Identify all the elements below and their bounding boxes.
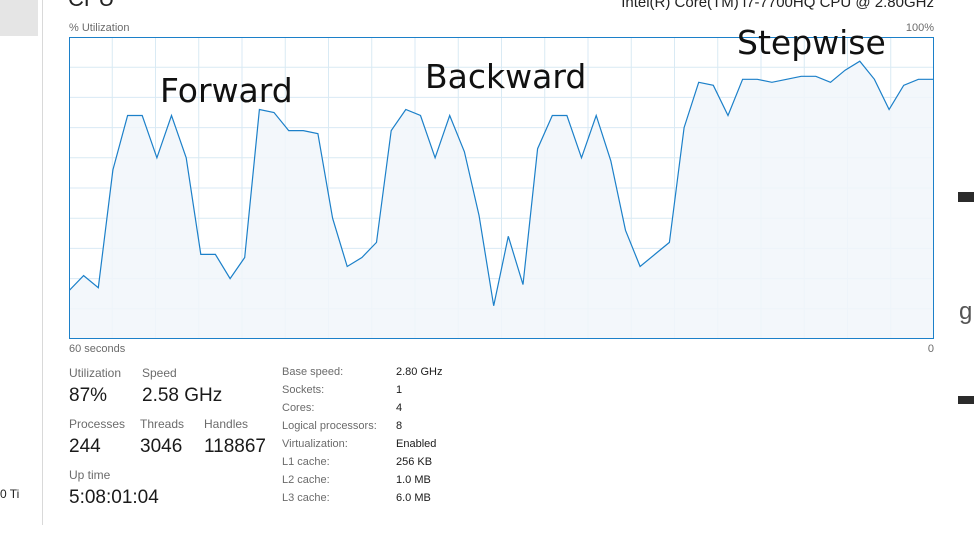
page-title: CPU [68, 0, 114, 12]
graph-y-label: % Utilization [69, 22, 130, 34]
base-speed-value: 2.80 GHz [396, 366, 443, 378]
processes-label: Processes [69, 417, 126, 431]
sidebar-selected-item[interactable] [0, 0, 38, 36]
background-window-content [958, 202, 974, 396]
l3-cache-value: 6.0 MB [396, 492, 431, 504]
utilization-line [69, 60, 933, 306]
handles-value: 118867 [204, 436, 266, 457]
background-window-text: g [959, 298, 973, 325]
uptime-label: Up time [69, 468, 111, 482]
logical-processors-label: Logical processors: [282, 420, 377, 432]
threads-label: Threads [140, 417, 185, 431]
annotation-stepwise: Stepwise [737, 23, 886, 62]
processes-value: 244 [69, 436, 101, 457]
sidebar-divider [42, 0, 43, 525]
l1-cache-label: L1 cache: [282, 456, 330, 468]
graph-x-right-label: 0 [927, 343, 934, 355]
l2-cache-label: L2 cache: [282, 474, 330, 486]
speed-label: Speed [142, 366, 177, 380]
processor-model: Intel(R) Core(TM) i7-7700HQ CPU @ 2.80GH… [621, 0, 934, 11]
sockets-label: Sockets: [282, 384, 325, 396]
base-speed-label: Base speed: [282, 366, 344, 378]
cores-label: Cores: [282, 402, 315, 414]
l2-cache-value: 1.0 MB [396, 474, 431, 486]
graph-frame [69, 37, 934, 339]
speed-value: 2.58 GHz [142, 385, 223, 406]
uptime-value: 5:08:01:04 [69, 487, 159, 508]
sockets-value: 1 [396, 384, 403, 396]
graph-x-left-label: 60 seconds [69, 343, 126, 355]
virtualization-value: Enabled [396, 438, 437, 450]
l1-cache-value: 256 KB [396, 456, 433, 468]
threads-value: 3046 [140, 436, 183, 457]
utilization-label: Utilization [69, 366, 122, 380]
virtualization-label: Virtualization: [282, 438, 348, 450]
handles-label: Handles [204, 417, 249, 431]
logical-processors-value: 8 [396, 420, 403, 432]
cores-value: 4 [396, 402, 403, 414]
l3-cache-label: L3 cache: [282, 492, 330, 504]
cpu-utilization-graph [69, 37, 934, 339]
utilization-area [69, 61, 933, 339]
sidebar-item-fragment[interactable]: 0 Ti [0, 487, 20, 501]
utilization-value: 87% [69, 385, 108, 406]
annotation-forward: Forward [160, 71, 293, 110]
annotation-backward: Backward [425, 57, 587, 96]
graph-y-max-label: 100% [905, 22, 934, 34]
